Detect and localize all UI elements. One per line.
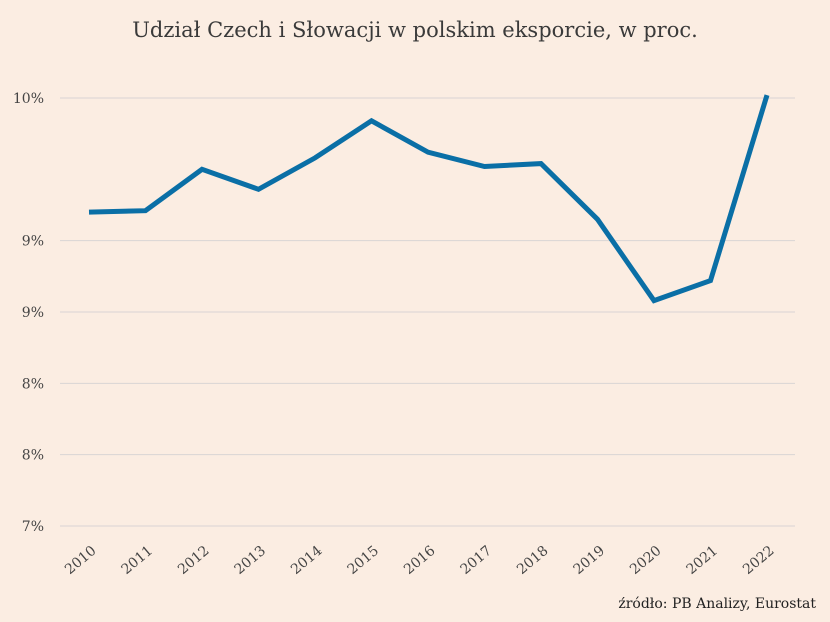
- y-tick-label: 9%: [22, 234, 44, 250]
- x-tick-label: 2021: [683, 543, 721, 578]
- x-tick-label: 2020: [627, 543, 665, 578]
- x-tick-label: 2017: [457, 543, 495, 578]
- x-tick-label: 2018: [514, 543, 552, 578]
- y-tick-label: 8%: [22, 448, 44, 464]
- series-lines: [88, 94, 770, 304]
- x-tick-label: 2014: [288, 543, 326, 578]
- x-tick-label: 2022: [740, 543, 778, 578]
- source-note: źródło: PB Analizy, Eurostat: [618, 596, 816, 612]
- y-tick-label: 7%: [22, 519, 44, 535]
- x-tick-label: 2010: [62, 543, 100, 578]
- series-line: [88, 94, 770, 304]
- x-tick-label: 2016: [401, 543, 439, 578]
- y-tick-label: 9%: [22, 305, 44, 321]
- y-tick-label: 10%: [13, 91, 44, 107]
- x-tick-label: 2012: [175, 543, 213, 578]
- x-tick-label: 2013: [231, 543, 269, 578]
- x-tick-label: 2015: [344, 543, 382, 578]
- gridlines: [60, 97, 795, 527]
- y-tick-label: 8%: [22, 376, 44, 392]
- x-axis-ticks: 2010 2011 2012 2013 2014 2015 2016 2017 2018 2019…: [62, 543, 778, 578]
- x-tick-label: 2019: [570, 543, 608, 578]
- y-axis-ticks: 7% 8% 8% 9% 9% 10%: [13, 91, 44, 535]
- x-tick-label: 2011: [118, 543, 156, 578]
- chart-title: Udział Czech i Słowacji w polskim ekspor…: [132, 18, 698, 42]
